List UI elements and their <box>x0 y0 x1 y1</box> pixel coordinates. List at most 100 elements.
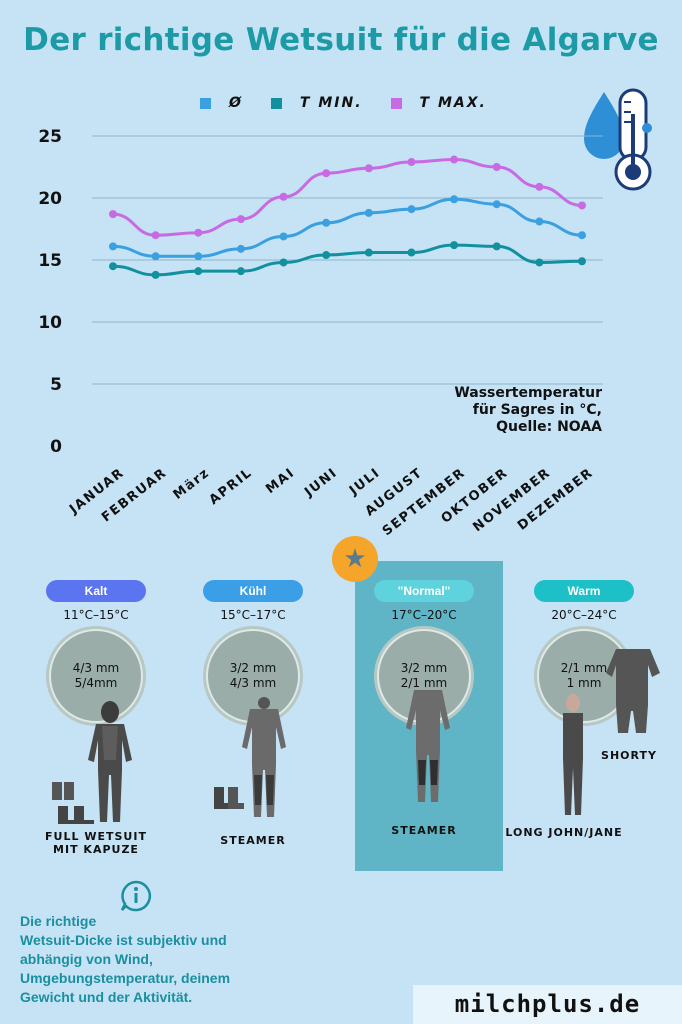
y-tick-label: 25 <box>38 127 62 147</box>
data-point <box>492 242 501 251</box>
data-point <box>322 251 331 260</box>
thickness-value: 2/1 mm <box>400 676 448 690</box>
wetsuit-category-cold: Kalt 11°C–15°C 4/3 mm 5/4mm FULL WETSUIT… <box>21 572 171 872</box>
category-badge: Kühl <box>203 580 303 602</box>
thickness-value: 1 mm <box>566 676 602 690</box>
wetsuit-category-warm: Warm 20°C–24°C 2/1 mm 1 mm LONG JOHN/JAN… <box>505 572 659 872</box>
data-point <box>109 210 117 219</box>
brand-watermark: milchplus.de <box>413 985 682 1024</box>
info-line: Wetsuit-Dicke ist subjektiv und <box>20 932 227 948</box>
thickness-value: 2/1 mm <box>560 661 608 675</box>
label-line: STEAMER <box>220 834 286 847</box>
y-tick-label: 20 <box>38 189 62 209</box>
label-line: FULL WETSUIT <box>45 830 147 843</box>
data-point <box>450 241 459 250</box>
temperature-range: 17°C–20°C <box>391 608 457 622</box>
thickness-value: 3/2 mm <box>229 661 277 675</box>
thickness-circle: 3/2 mm 4/3 mm <box>206 629 300 723</box>
label-line: MIT KAPUZE <box>53 843 139 856</box>
temperature-range: 15°C–17°C <box>220 608 286 622</box>
data-point <box>364 164 373 173</box>
data-point <box>407 158 416 167</box>
x-tick-label: JULI <box>346 465 383 499</box>
x-tick-label: DEZEMBER <box>515 465 597 533</box>
chart-legend: Ø T MIN. T MAX. <box>200 95 487 111</box>
data-point <box>279 232 288 241</box>
thickness-circle: 2/1 mm 1 mm <box>537 629 631 723</box>
info-line: abhängig von Wind, <box>20 951 153 967</box>
thermometer-drop-icon <box>584 88 652 191</box>
wetsuit-type-label: LONG JOHN/JANE <box>499 826 629 839</box>
annotation-line: Wassertemperatur <box>454 385 602 401</box>
data-point <box>578 231 586 240</box>
data-point <box>109 242 117 251</box>
info-line: Umgebungstemperatur, deinem <box>20 970 231 986</box>
wetsuit-category-normal: "Normal" 17°C–20°C 3/2 mm 2/1 mm STEAMER <box>349 572 499 872</box>
data-point <box>407 205 416 214</box>
legend-item-avg: Ø <box>200 95 243 111</box>
thickness-value: 4/3 mm <box>72 661 120 675</box>
data-point <box>407 248 416 257</box>
info-text: Die richtige Wetsuit-Dicke ist subjektiv… <box>20 912 320 1007</box>
steamer-wetsuit-icon <box>242 697 286 817</box>
x-tick-label: JUNI <box>301 465 340 500</box>
series-line-2 <box>112 158 583 237</box>
data-point <box>194 267 203 276</box>
boots-icon <box>214 787 244 809</box>
data-point <box>194 252 203 261</box>
wetsuit-type-label: STEAMER <box>178 834 328 847</box>
legend-item-max: T MAX. <box>390 95 487 111</box>
thickness-value: 4/3 mm <box>229 676 277 690</box>
category-badge: Kalt <box>46 580 146 602</box>
gloves-boots-icon <box>52 782 94 824</box>
thickness-value: 3/2 mm <box>400 661 448 675</box>
legend-item-min: T MIN. <box>270 95 363 111</box>
steamer-wetsuit-icon <box>406 690 450 802</box>
data-point <box>322 169 331 178</box>
chart-annotation: Wassertemperatur für Sagres in °C, Quell… <box>420 385 602 436</box>
thickness-circle: 4/3 mm 5/4mm <box>49 629 143 723</box>
y-tick-label: 10 <box>38 313 62 333</box>
legend-label: T MAX. <box>419 95 487 111</box>
data-point <box>535 182 544 191</box>
wetsuit-category-cool: Kühl 15°C–17°C 3/2 mm 4/3 mm STEAMER <box>178 572 328 872</box>
data-point <box>109 262 117 271</box>
data-point <box>279 258 288 267</box>
y-tick-label: 0 <box>50 437 62 457</box>
data-point <box>535 258 544 267</box>
data-point <box>151 231 160 240</box>
wetsuit-type-label: FULL WETSUIT MIT KAPUZE <box>21 830 171 856</box>
info-line: Gewicht und der Aktivität. <box>20 989 193 1005</box>
data-point <box>450 195 459 204</box>
page-title: Der richtige Wetsuit für die Algarve <box>23 22 659 58</box>
data-point <box>151 252 160 261</box>
temperature-range: 11°C–15°C <box>63 608 129 622</box>
category-badge: "Normal" <box>374 580 474 602</box>
wetsuit-type-label: STEAMER <box>349 824 499 837</box>
y-tick-label: 15 <box>38 251 62 271</box>
data-point <box>535 217 544 226</box>
data-point <box>364 208 373 217</box>
data-point <box>236 215 245 224</box>
wetsuit-type-label-shorty: SHORTY <box>584 749 674 762</box>
label-line: SHORTY <box>601 749 657 762</box>
data-point <box>236 244 245 253</box>
y-tick-label: 5 <box>50 375 62 395</box>
category-badge: Warm <box>534 580 634 602</box>
label-line: STEAMER <box>391 824 457 837</box>
info-line: Die richtige <box>20 913 97 929</box>
series-line-1 <box>112 243 583 277</box>
data-point <box>492 200 501 209</box>
x-tick-label: APRIL <box>207 465 256 508</box>
annotation-line: für Sagres in °C, <box>472 402 602 418</box>
temperature-range: 20°C–24°C <box>551 608 617 622</box>
data-point <box>151 270 160 279</box>
data-point <box>236 267 245 276</box>
annotation-line: Quelle: NOAA <box>496 419 602 435</box>
label-line: LONG JOHN/JANE <box>505 826 623 839</box>
full-wetsuit-hood-icon <box>88 701 132 822</box>
thickness-value: 5/4mm <box>74 676 118 690</box>
legend-label: T MIN. <box>299 95 363 111</box>
data-point <box>322 218 331 227</box>
